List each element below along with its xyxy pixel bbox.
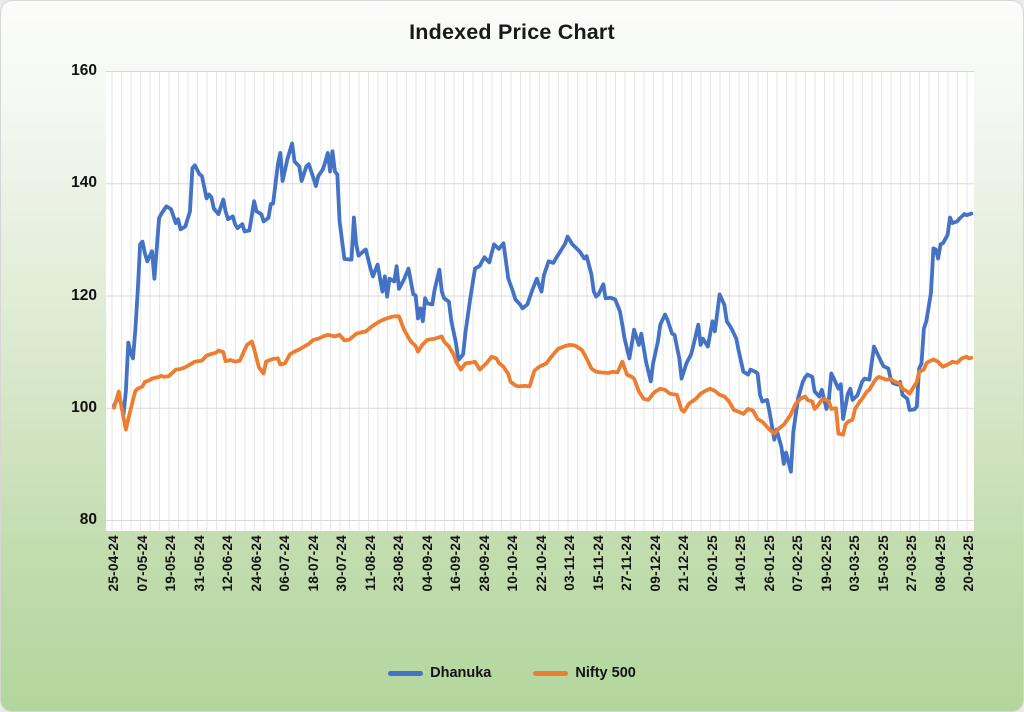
x-axis-tick-label: 03-11-24 <box>562 535 577 591</box>
x-axis-tick-label: 28-09-24 <box>476 535 492 592</box>
x-axis-tick-label: 22-10-24 <box>533 535 549 592</box>
x-axis-tick-label: 14-01-25 <box>733 535 748 592</box>
dhanuka-line-swatch-icon <box>388 670 424 676</box>
y-axis-tick-label: 80 <box>79 511 97 528</box>
y-axis-tick-label: 120 <box>71 286 97 304</box>
x-axis-tick-label: 03-03-25 <box>847 535 862 592</box>
vertical-gridlines <box>111 71 968 531</box>
dhanuka-line-series <box>112 141 974 474</box>
x-axis-tick-label: 23-08-24 <box>391 535 406 592</box>
x-axis-tick-label: 09-12-24 <box>647 535 663 592</box>
x-axis-tick-label: 11-08-24 <box>362 535 378 591</box>
x-axis-tick-label: 25-04-24 <box>106 535 121 592</box>
x-axis-tick-label: 27-11-24 <box>619 535 634 591</box>
x-axis-tick-label: 08-04-25 <box>932 535 948 592</box>
x-axis-tick-label: 15-11-24 <box>590 535 606 591</box>
legend-item-nifty500: Nifty 500 <box>533 665 636 681</box>
x-axis-tick-label: 19-05-24 <box>163 535 178 592</box>
x-axis-tick-label: 30-07-24 <box>334 535 349 592</box>
nifty500-line-swatch-icon <box>533 670 569 676</box>
x-axis-tick-label: 06-07-24 <box>277 535 292 592</box>
legend-item-dhanuka: Dhanuka <box>388 665 491 681</box>
x-axis-tick-label: 16-09-24 <box>448 535 463 592</box>
plot-area <box>106 71 974 531</box>
x-axis-tick-label: 26-01-25 <box>761 535 777 592</box>
y-axis-tick-label: 140 <box>71 174 97 192</box>
x-axis-tick-label: 31-05-24 <box>191 535 207 592</box>
x-axis-tick-label: 18-07-24 <box>305 535 321 592</box>
nifty500-line-series <box>112 314 974 437</box>
legend-label-nifty500: Nifty 500 <box>575 665 636 681</box>
chart-title: Indexed Price Chart <box>409 20 615 44</box>
x-axis-tick-label: 21-12-24 <box>676 535 691 592</box>
x-axis-tick-label: 07-05-24 <box>134 535 150 592</box>
x-axis-tick-label: 19-02-25 <box>818 535 834 592</box>
x-axis-tick-label: 15-03-25 <box>875 535 891 592</box>
x-axis-tick-label: 02-01-25 <box>704 535 720 592</box>
y-axis-tick-label: 100 <box>71 398 97 416</box>
x-axis-tick-label: 07-02-25 <box>790 535 805 592</box>
y-axis-tick-label: 160 <box>71 62 97 79</box>
x-axis-tick-label: 10-10-24 <box>505 535 520 592</box>
x-axis-tick-label: 24-06-24 <box>248 535 264 592</box>
x-axis-tick-label: 04-09-24 <box>419 535 435 592</box>
legend: Dhanuka Nifty 500 <box>1 665 1023 681</box>
x-axis-tick-label: 12-06-24 <box>220 535 235 592</box>
x-axis-tick-label: 20-04-25 <box>961 535 976 592</box>
x-axis-tick-label: 27-03-25 <box>904 535 919 592</box>
legend-label-dhanuka: Dhanuka <box>430 665 492 681</box>
